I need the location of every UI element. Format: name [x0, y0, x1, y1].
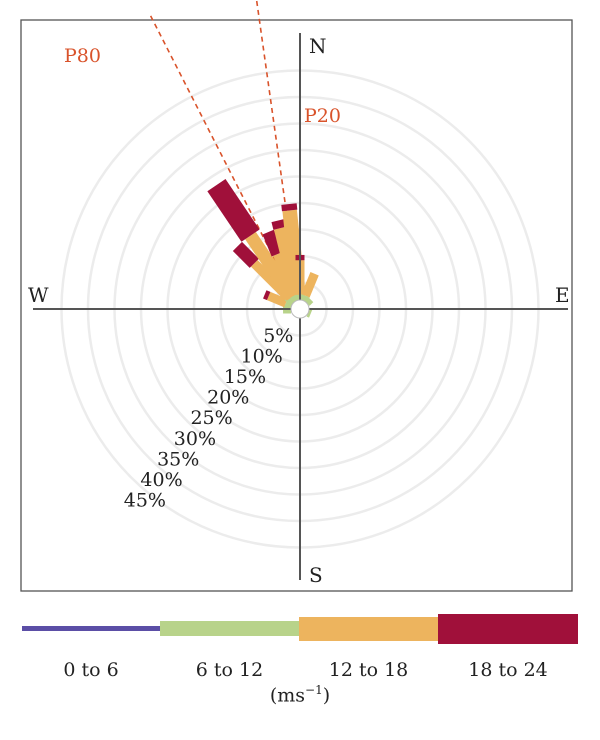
radial-tick-label: 20% [207, 387, 249, 409]
center-circle [290, 299, 310, 319]
rose-bar-segment [245, 232, 298, 301]
units-close: ) [322, 684, 331, 707]
ref-label-p80: P80 [64, 45, 101, 67]
units-base: (ms [269, 684, 306, 707]
units-exponent: −1 [305, 683, 323, 697]
rose-bar-segment [271, 218, 287, 230]
legend-swatch [160, 621, 299, 636]
rose-bar-segment [263, 290, 271, 301]
rose-bar-segment [266, 291, 288, 308]
legend-label: 0 to 6 [63, 659, 118, 681]
legend-swatch [438, 614, 578, 644]
radial-tick-label: 40% [140, 469, 182, 491]
radial-tick-label: 15% [224, 366, 266, 388]
ref-label-p20: P20 [304, 105, 341, 127]
rose-bar-segment [301, 272, 319, 298]
direction-n: N [309, 34, 327, 58]
radial-tick-label: 10% [240, 345, 282, 367]
units-label: (ms−1) [0, 683, 600, 706]
rose-bar-segment [303, 295, 314, 306]
radial-tick-label: 25% [190, 407, 232, 429]
rose-bar-segment [281, 203, 298, 212]
radial-tick-label: 45% [124, 490, 166, 512]
legend-swatch [299, 617, 438, 641]
direction-e: E [555, 283, 570, 307]
legend-label: 18 to 24 [468, 659, 548, 681]
rose-bar-segment [262, 229, 283, 257]
radial-tick-label: 35% [157, 448, 199, 470]
direction-s: S [309, 563, 323, 587]
legend-swatch [22, 626, 160, 631]
radial-tick-label: 30% [174, 428, 216, 450]
rose-bar-segment [232, 241, 259, 268]
radial-tick-label: 5% [263, 325, 293, 347]
legend-label: 6 to 12 [196, 659, 263, 681]
legend-label: 12 to 18 [329, 659, 409, 681]
rose-bar-segment [207, 178, 260, 242]
direction-w: W [28, 283, 49, 307]
rose-bar-segment [306, 308, 313, 318]
